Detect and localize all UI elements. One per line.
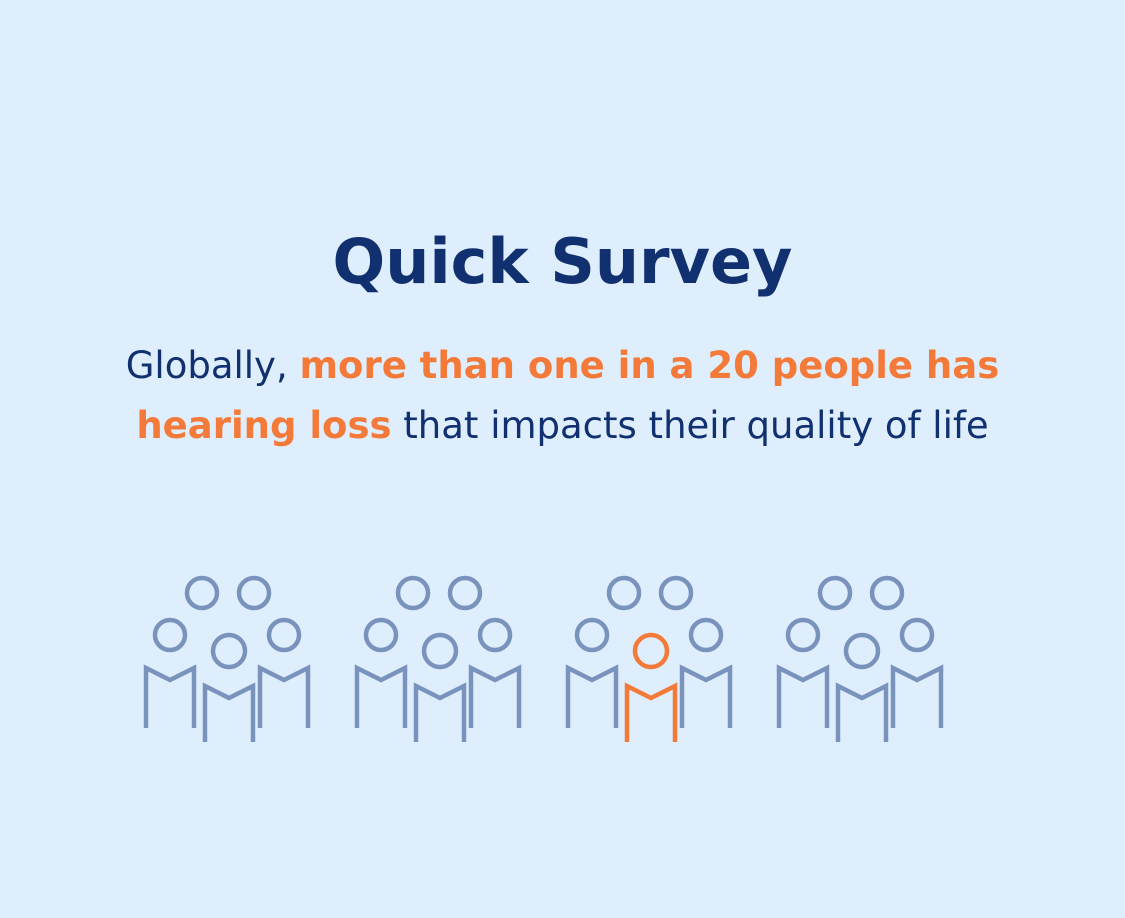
back-person-head bbox=[817, 575, 853, 611]
side-person bbox=[776, 617, 830, 728]
back-person-head bbox=[447, 575, 483, 611]
back-person-head bbox=[606, 575, 642, 611]
survey-statement: Globally, more than one in a 20 people h… bbox=[40, 336, 1085, 456]
side-person bbox=[565, 617, 619, 728]
center-person bbox=[202, 632, 256, 742]
side-person bbox=[679, 617, 733, 728]
people-group-icon bbox=[565, 575, 733, 742]
back-person-head bbox=[236, 575, 272, 611]
back-person-head bbox=[658, 575, 694, 611]
statement-suffix: that impacts their quality of life bbox=[391, 404, 989, 447]
side-person bbox=[257, 617, 311, 728]
side-person bbox=[468, 617, 522, 728]
people-group-icon bbox=[776, 575, 944, 742]
statement-highlight: more than one in a 20 people has hearing… bbox=[136, 344, 1000, 447]
back-person-head bbox=[869, 575, 905, 611]
statement-prefix: Globally, bbox=[125, 344, 300, 387]
center-person bbox=[835, 632, 889, 742]
side-person bbox=[143, 617, 197, 728]
highlighted-person bbox=[624, 632, 678, 742]
side-person bbox=[354, 617, 408, 728]
people-group-icon bbox=[354, 575, 522, 742]
side-person bbox=[890, 617, 944, 728]
back-person-head bbox=[395, 575, 431, 611]
page-title: Quick Survey bbox=[332, 225, 793, 298]
people-group-icon bbox=[143, 575, 311, 742]
center-person bbox=[413, 632, 467, 742]
back-person-head bbox=[184, 575, 220, 611]
